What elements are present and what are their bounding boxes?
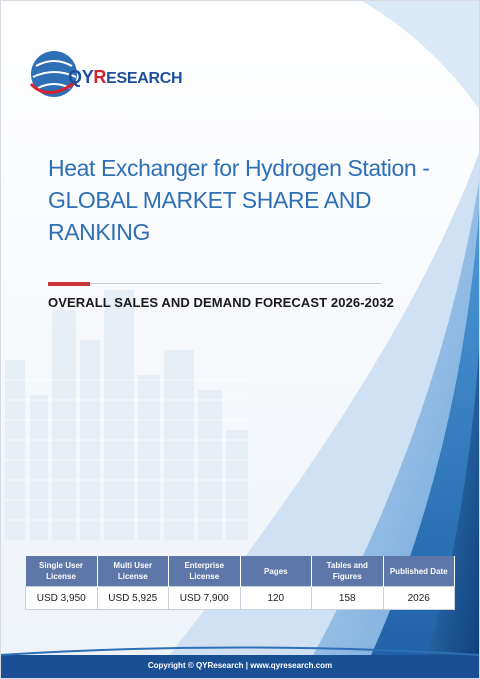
header-enterprise-license: Enterprise License (168, 556, 241, 587)
header-text: Published Date (389, 566, 448, 576)
cell-pages: 120 (239, 586, 312, 610)
header-text: Figures (332, 572, 362, 581)
header-text: Enterprise (184, 561, 225, 570)
report-subtitle: OVERALL SALES AND DEMAND FORECAST 2026-2… (48, 295, 394, 310)
qyresearch-logo: QYRESEARCH (28, 44, 183, 104)
header-text: Multi User (113, 561, 153, 570)
logo-letters-rest: ESEARCH (106, 70, 183, 87)
report-title-line1: Heat Exchanger for Hydrogen Station - (48, 155, 430, 181)
report-title-line2: GLOBAL MARKET SHARE AND RANKING (48, 187, 372, 245)
header-text: Single User (38, 561, 83, 570)
cell-tables-figures: 158 (311, 586, 384, 610)
header-text: Tables and (326, 561, 368, 570)
logo-letter-r: R (93, 67, 107, 87)
title-divider (48, 283, 381, 284)
header-published-date: Published Date (383, 556, 455, 587)
cell-single-user-price: USD 3,950 (25, 586, 98, 610)
header-single-user-license: Single User License (25, 556, 98, 587)
cell-multi-user-price: USD 5,925 (96, 586, 169, 610)
cell-published-date: 2026 (382, 586, 455, 610)
globe-icon (29, 51, 77, 97)
header-text: Pages (263, 566, 288, 576)
header-text: License (46, 572, 76, 581)
report-title: Heat Exchanger for Hydrogen Station - GL… (48, 152, 458, 248)
table-row: USD 3,950 USD 5,925 USD 7,900 120 158 20… (25, 586, 455, 610)
logo-letter-q: Q (68, 67, 82, 87)
copyright-footer: Copyright © QYResearch | www.qyresearch.… (147, 661, 333, 670)
logo-letter-y: Y (81, 67, 94, 87)
cell-enterprise-price: USD 7,900 (168, 586, 241, 610)
header-tables-and-figures: Tables and Figures (311, 556, 384, 587)
header-multi-user-license: Multi User License (97, 556, 169, 587)
title-divider-accent (48, 282, 90, 286)
header-text: License (117, 572, 148, 581)
header-text: License (189, 572, 220, 581)
table-header-row: Single User License Multi User License Ent… (25, 556, 455, 587)
license-info-table: Single User License Multi User License Ent… (25, 556, 455, 610)
logo-wordmark: QYRESEARCH (68, 67, 183, 88)
header-pages: Pages (240, 556, 312, 587)
skyline-graphic (5, 290, 248, 540)
